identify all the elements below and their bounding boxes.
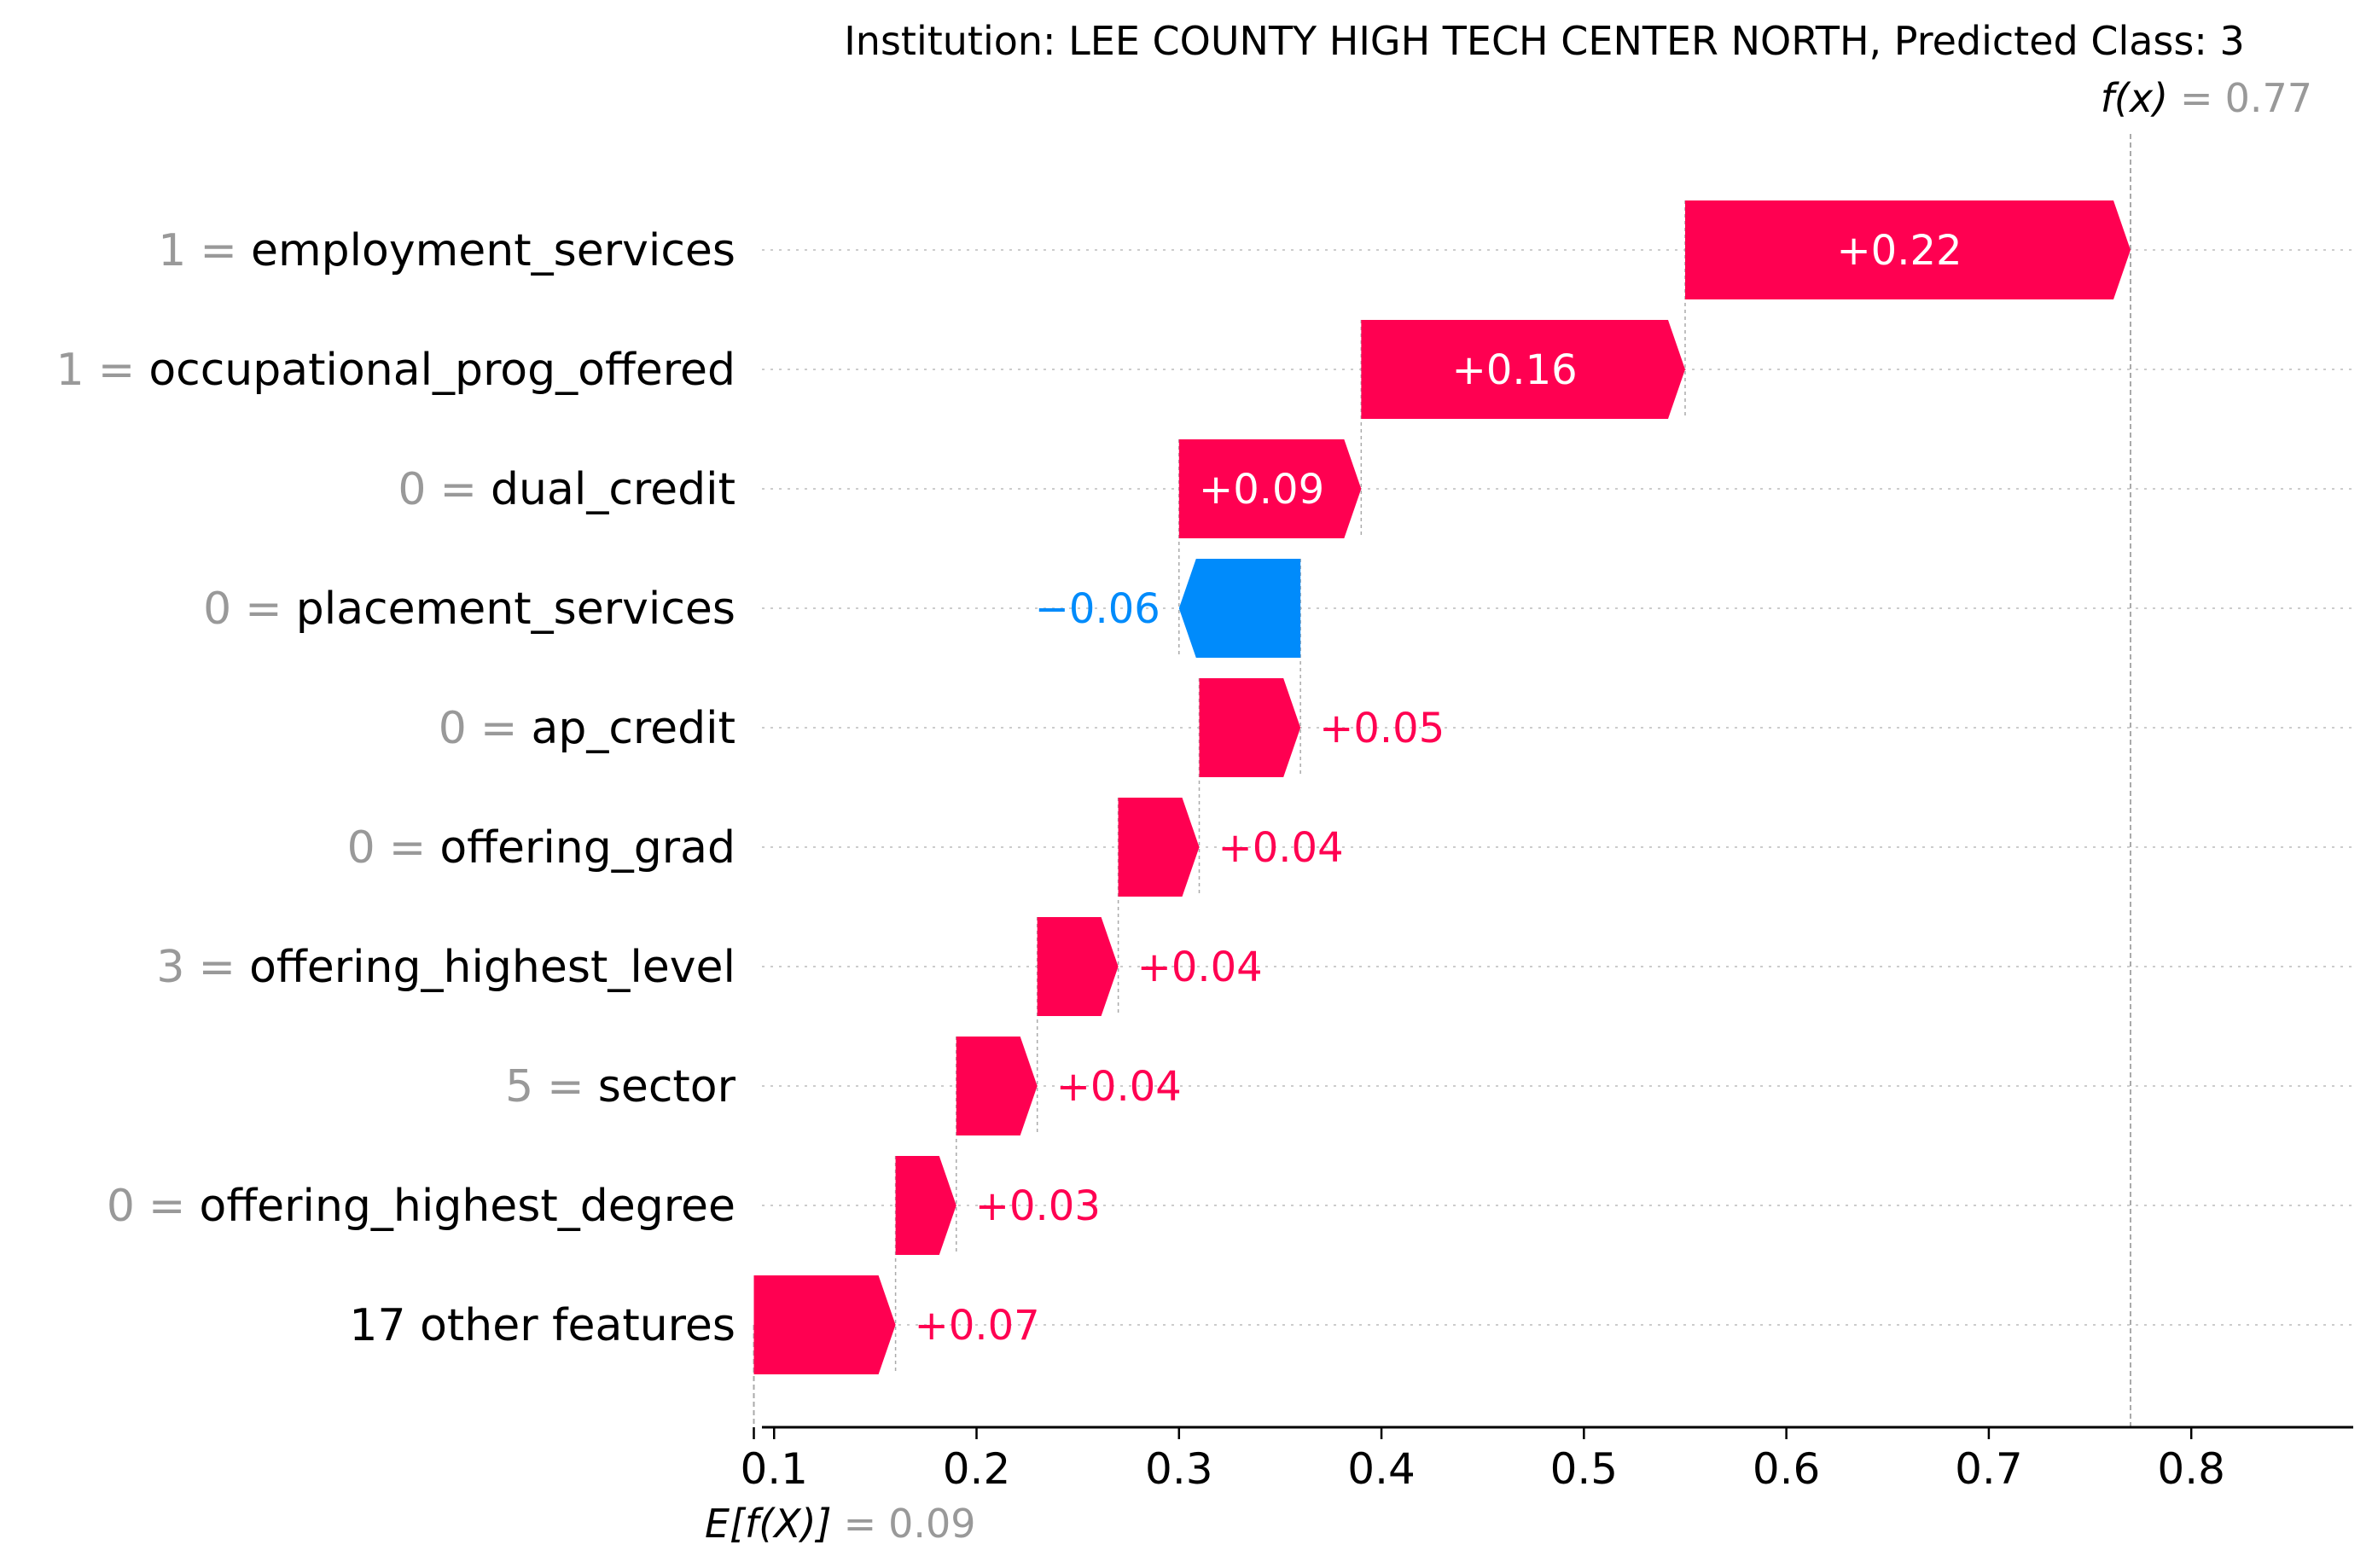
bar — [1199, 678, 1301, 777]
bar-value-label: +0.07 — [915, 1302, 1040, 1350]
x-tick-label: 0.1 — [740, 1444, 808, 1494]
x-tick-label: 0.6 — [1753, 1444, 1821, 1494]
bar — [1037, 917, 1119, 1016]
feature-label: 3 = offering_highest_level — [156, 942, 735, 993]
equals-sign: = — [480, 703, 518, 754]
x-tick-label: 0.4 — [1347, 1444, 1416, 1494]
feature-label: 17 other features — [349, 1300, 735, 1351]
bar-value-label: +0.09 — [1199, 466, 1324, 514]
fx-value: 0.77 — [2225, 75, 2312, 121]
bar-value-label: +0.16 — [1452, 346, 1578, 394]
feature-value: 0 — [107, 1181, 135, 1232]
x-tick-label: 0.7 — [1955, 1444, 2023, 1494]
x-tick-label: 0.3 — [1145, 1444, 1213, 1494]
feature-name: placement_services — [296, 584, 735, 635]
x-axis: 0.1 0.2 0.3 0.4 0.5 0.6 0.7 0.8 — [740, 1426, 2353, 1494]
feature-label: 1 = occupational_prog_offered — [56, 345, 735, 396]
bar-value-label: +0.03 — [975, 1182, 1101, 1230]
base-value-annotation: E[f(X)] = 0.09 — [705, 1501, 976, 1547]
bar-value-label: +0.05 — [1319, 705, 1445, 752]
bar — [895, 1156, 956, 1255]
base-label: E[f(X)] — [705, 1501, 832, 1547]
feature-label: 5 = sector — [505, 1061, 736, 1112]
feature-name: ap_credit — [531, 703, 735, 754]
bar-value-label: +0.22 — [1836, 227, 1962, 275]
feature-label: 0 = offering_grad — [347, 822, 735, 874]
bar-value-label: −0.06 — [1035, 585, 1160, 633]
feature-value: 3 — [156, 942, 184, 993]
bar — [956, 1037, 1038, 1135]
bar — [1178, 559, 1301, 658]
bar — [753, 1275, 896, 1374]
feature-name: offering_highest_degree — [200, 1181, 736, 1232]
feature-name: occupational_prog_offered — [148, 345, 735, 396]
bar-value-label: +0.04 — [1137, 944, 1263, 991]
equals-sign: = — [200, 225, 237, 276]
feature-label: 0 = dual_credit — [398, 464, 735, 515]
base-value: 0.09 — [888, 1501, 975, 1547]
x-tick-label: 0.2 — [943, 1444, 1011, 1494]
feature-value: 0 — [398, 464, 426, 515]
equals-sign: = — [439, 464, 477, 515]
feature-value: 0 — [439, 703, 467, 754]
bar-value-label: +0.04 — [1056, 1063, 1182, 1111]
feature-value: 1 — [56, 345, 84, 396]
feature-name: employment_services — [251, 225, 735, 276]
equals-sign: = — [148, 1181, 186, 1232]
bar — [1361, 320, 1685, 419]
feature-value: 1 — [158, 225, 186, 276]
feature-value: 0 — [203, 584, 231, 635]
feature-name: dual_credit — [491, 464, 735, 515]
equals-sign: = — [245, 584, 282, 635]
bar-value-label: +0.04 — [1218, 824, 1344, 872]
feature-name: sector — [598, 1061, 736, 1112]
fx-annotation: f(x) = 0.77 — [2101, 75, 2312, 121]
feature-value: 5 — [505, 1061, 533, 1112]
x-tick-label: 0.5 — [1550, 1444, 1619, 1494]
bar — [1684, 200, 2131, 299]
feature-label: 0 = placement_services — [203, 584, 735, 635]
equals-sign: = — [844, 1501, 877, 1547]
x-tick-label: 0.8 — [2157, 1444, 2225, 1494]
feature-label: 0 = offering_highest_degree — [107, 1181, 735, 1232]
equals-sign: = — [389, 822, 427, 874]
feature-value: 0 — [347, 822, 375, 874]
feature-name: 17 other features — [349, 1300, 735, 1351]
feature-label: 1 = employment_services — [158, 225, 735, 276]
bar — [1118, 798, 1200, 897]
fx-label: f(x) — [2101, 75, 2168, 121]
chart-title: Institution: LEE COUNTY HIGH TECH CENTER… — [844, 18, 2245, 64]
feature-name: offering_grad — [439, 822, 735, 874]
bar — [1178, 439, 1362, 538]
equals-sign: = — [2180, 75, 2213, 121]
bars: +0.22 +0.16 +0.09 −0.06 +0.05 +0.04 +0.04 +0.04… — [753, 200, 2131, 1374]
equals-sign: = — [547, 1061, 584, 1112]
equals-sign: = — [98, 345, 136, 396]
feature-label: 0 = ap_credit — [439, 703, 735, 754]
annotations: f(x) = 0.77E[f(X)] = 0.09 — [705, 75, 2312, 1547]
equals-sign: = — [199, 942, 236, 993]
feature-name: offering_highest_level — [249, 942, 735, 993]
